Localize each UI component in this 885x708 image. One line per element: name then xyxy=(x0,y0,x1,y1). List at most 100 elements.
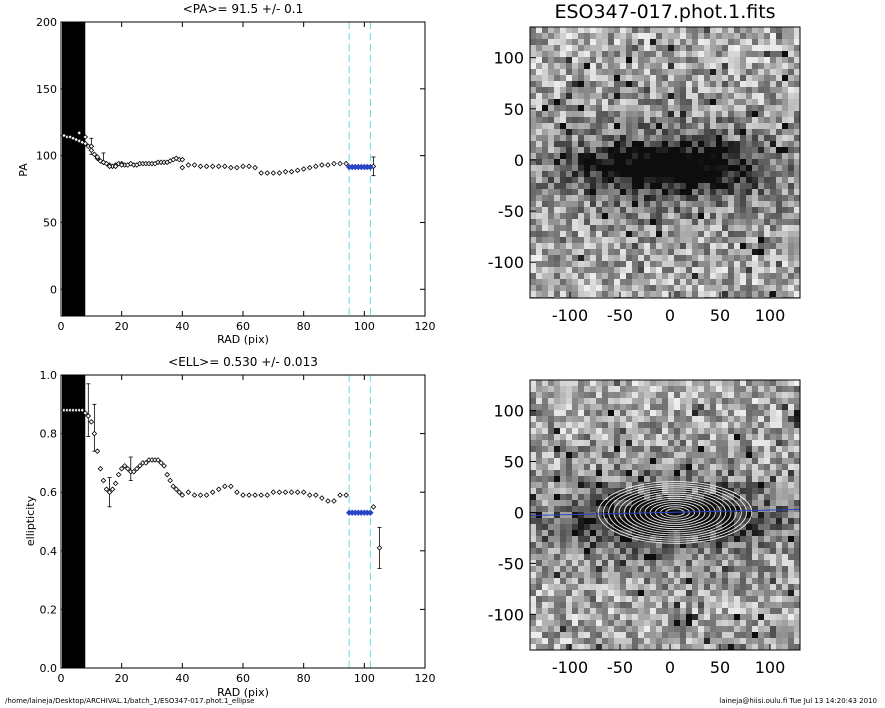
image-pixel xyxy=(752,117,758,123)
image-pixel xyxy=(782,422,788,428)
image-pixel xyxy=(596,572,602,578)
image-pixel xyxy=(770,51,776,57)
image-pixel xyxy=(704,285,710,291)
image-pixel xyxy=(620,404,626,410)
data-point xyxy=(128,160,134,167)
image-pixel xyxy=(686,27,692,33)
image-pixel xyxy=(698,512,704,518)
image-pixel xyxy=(776,69,782,75)
image-pixel xyxy=(638,33,644,39)
image-pixel xyxy=(626,261,632,267)
image-pixel xyxy=(728,141,734,147)
image-pixel xyxy=(782,572,788,578)
image-pixel xyxy=(632,117,638,123)
image-pixel xyxy=(620,542,626,548)
image-pixel xyxy=(584,231,590,237)
image-pixel xyxy=(578,207,584,213)
image-pixel xyxy=(602,135,608,141)
image-pixel xyxy=(722,440,728,446)
image-pixel xyxy=(740,476,746,482)
image-pixel xyxy=(620,428,626,434)
image-pixel xyxy=(596,213,602,219)
image-pixel xyxy=(566,608,572,614)
image-pixel xyxy=(554,93,560,99)
image-pixel xyxy=(596,159,602,165)
image-pixel xyxy=(674,482,680,488)
image-pixel xyxy=(542,644,548,650)
image-pixel xyxy=(686,201,692,207)
image-pixel xyxy=(566,87,572,93)
image-pixel xyxy=(548,111,554,117)
image-pixel xyxy=(746,404,752,410)
image-pixel xyxy=(638,488,644,494)
image-pixel xyxy=(686,470,692,476)
data-point xyxy=(270,170,277,176)
image-pixel xyxy=(764,524,770,530)
image-pixel xyxy=(728,51,734,57)
image-pixel xyxy=(698,147,704,153)
image-pixel xyxy=(746,434,752,440)
image-pixel xyxy=(602,386,608,392)
data-point xyxy=(179,156,186,163)
image-pixel xyxy=(620,213,626,219)
image-pixel xyxy=(596,452,602,458)
image-pixel xyxy=(566,422,572,428)
x-tick-label: 0 xyxy=(665,658,675,677)
image-pixel xyxy=(698,99,704,105)
image-pixel xyxy=(650,27,656,33)
image-pixel xyxy=(620,464,626,470)
image-pixel xyxy=(602,596,608,602)
image-pixel xyxy=(734,93,740,99)
image-pixel xyxy=(560,75,566,81)
image-pixel xyxy=(758,189,764,195)
image-pixel xyxy=(728,93,734,99)
major-axis-line xyxy=(529,508,801,517)
image-pixel xyxy=(668,404,674,410)
image-pixel xyxy=(578,129,584,135)
image-pixel xyxy=(614,255,620,261)
image-pixel xyxy=(536,177,542,183)
image-pixel xyxy=(782,554,788,560)
image-pixel xyxy=(536,506,542,512)
image-pixel xyxy=(668,464,674,470)
image-pixel xyxy=(710,267,716,273)
image-pixel xyxy=(590,63,596,69)
image-pixel xyxy=(656,255,662,261)
image-pixel xyxy=(722,620,728,626)
image-pixel xyxy=(584,291,590,297)
image-pixel xyxy=(584,560,590,566)
image-pixel xyxy=(710,129,716,135)
image-pixel xyxy=(722,434,728,440)
image-pixel xyxy=(668,644,674,650)
image-pixel xyxy=(542,159,548,165)
image-pixel xyxy=(650,410,656,416)
image-pixel xyxy=(536,231,542,237)
image-pixel xyxy=(614,219,620,225)
image-pixel xyxy=(542,93,548,99)
image-pixel xyxy=(662,195,668,201)
image-pixel xyxy=(572,386,578,392)
image-pixel xyxy=(626,183,632,189)
image-pixel xyxy=(686,542,692,548)
image-pixel xyxy=(536,578,542,584)
image-pixel xyxy=(560,45,566,51)
pa-plot-xlabel: RAD (pix) xyxy=(217,333,269,346)
image-pixel xyxy=(542,81,548,87)
image-pixel xyxy=(548,69,554,75)
image-pixel xyxy=(710,632,716,638)
image-pixel xyxy=(566,141,572,147)
image-pixel xyxy=(542,99,548,105)
image-pixel xyxy=(794,488,800,494)
image-pixel xyxy=(662,566,668,572)
image-pixel xyxy=(776,117,782,123)
image-pixel xyxy=(728,33,734,39)
image-pixel xyxy=(698,141,704,147)
image-pixel xyxy=(746,440,752,446)
image-pixel xyxy=(710,578,716,584)
image-pixel xyxy=(578,644,584,650)
image-pixel xyxy=(698,75,704,81)
image-pixel xyxy=(560,548,566,554)
image-pixel xyxy=(770,105,776,111)
image-pixel xyxy=(722,219,728,225)
image-pixel xyxy=(770,458,776,464)
